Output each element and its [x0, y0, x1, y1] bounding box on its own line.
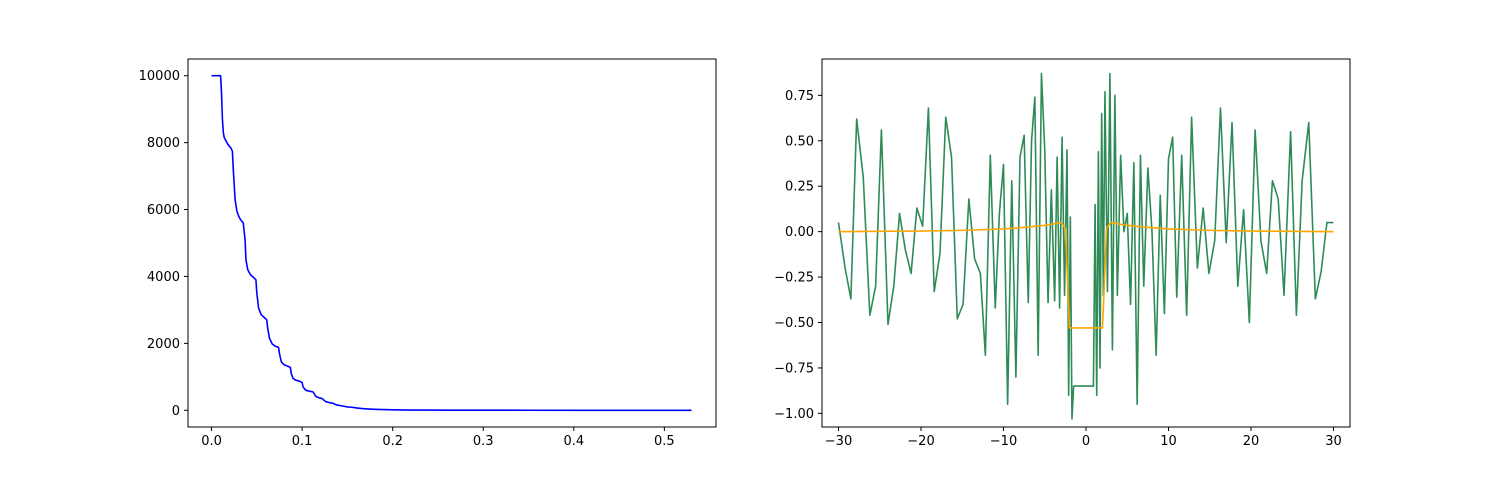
right-y-tick-label-4: 0.00: [785, 225, 814, 240]
right-ticks: −30 −20 −10 0 10 20 30 −1.00 −0.75 −0.50 −0.25 0.00…: [774, 89, 1342, 449]
right-x-tick-label-4: 10: [1160, 434, 1177, 449]
right-y-tick-label-7: 0.75: [785, 89, 814, 104]
right-plot-area: [837, 72, 1334, 420]
right-x-tick-label-5: 20: [1243, 434, 1260, 449]
right-y-tick-label-0: −1.00: [774, 407, 814, 422]
left-x-tick-label-0: 0.0: [201, 434, 222, 449]
right-x-tick-label-3: 0: [1082, 434, 1090, 449]
right-y-tick-label-5: 0.25: [785, 180, 814, 195]
right-y-tick-label-6: 0.50: [785, 134, 814, 149]
left-y-tick-label-3: 6000: [147, 203, 180, 218]
left-y-tick-label-5: 10000: [139, 69, 180, 84]
left-x-tick-label-3: 0.3: [473, 434, 494, 449]
right-series-line-0: [837, 72, 1334, 420]
right-x-tick-label-2: −10: [990, 434, 1017, 449]
right-x-tick-label-6: 30: [1325, 434, 1342, 449]
left-axes-frame: [187, 58, 717, 428]
left-x-tick-label-1: 0.1: [292, 434, 313, 449]
left-y-tick-label-0: 0: [172, 404, 180, 419]
left-y-tick-label-4: 8000: [147, 136, 180, 151]
left-ticks: 0.0 0.1 0.2 0.3 0.4 0.5 0 2000 4000 6000 8000 10000: [139, 69, 675, 449]
right-x-tick-label-1: −20: [907, 434, 934, 449]
left-x-tick-label-5: 0.5: [654, 434, 675, 449]
left-plot-area: [211, 74, 692, 412]
left-series-line-0: [211, 74, 692, 412]
left-y-tick-label-2: 4000: [147, 270, 180, 285]
left-y-tick-label-1: 2000: [147, 337, 180, 352]
right-chart: −30 −20 −10 0 10 20 30 −1.00 −0.75 −0.50 −0.25 0.00…: [774, 58, 1351, 449]
right-y-tick-label-2: −0.50: [774, 316, 814, 331]
right-series-line-1: [838, 221, 1334, 329]
right-x-tick-label-0: −30: [825, 434, 852, 449]
left-chart: 0.0 0.1 0.2 0.3 0.4 0.5 0 2000 4000 6000 8000 10000: [139, 58, 717, 449]
left-x-tick-label-4: 0.4: [563, 434, 584, 449]
left-x-tick-label-2: 0.2: [382, 434, 403, 449]
right-y-tick-label-3: −0.25: [774, 271, 814, 286]
right-y-tick-label-1: −0.75: [774, 361, 814, 376]
